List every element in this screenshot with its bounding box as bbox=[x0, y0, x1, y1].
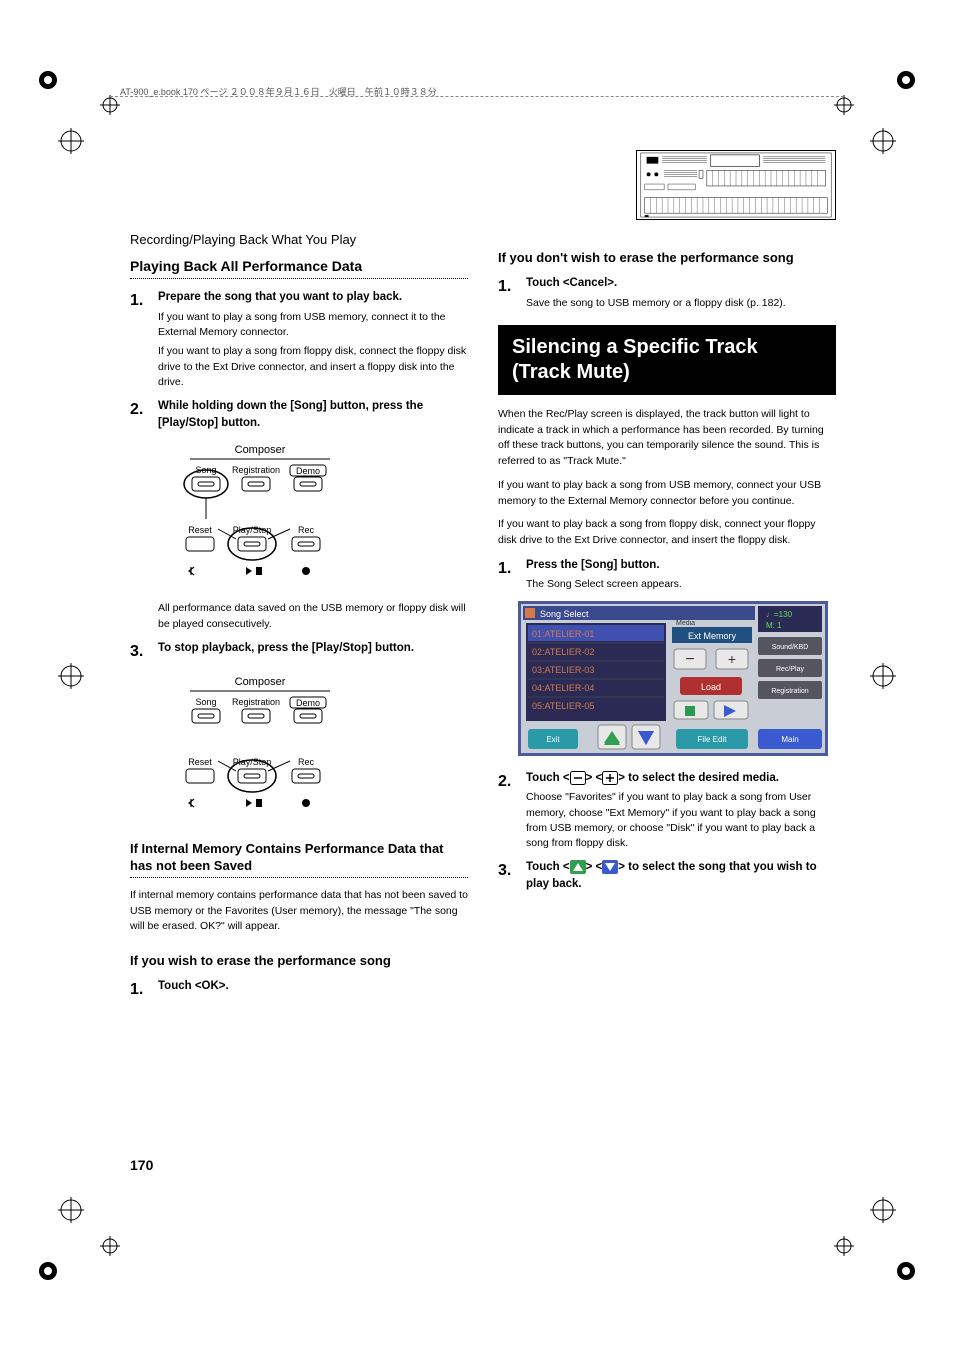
svg-text:Reset: Reset bbox=[188, 757, 212, 767]
composer-diagram-2: Composer Song Registration Demo Reset Pl… bbox=[170, 673, 468, 823]
crosshair-icon bbox=[834, 95, 854, 115]
step-number: 1. bbox=[498, 557, 526, 593]
svg-text:Composer: Composer bbox=[235, 676, 286, 688]
reg-mark-icon bbox=[38, 1261, 58, 1281]
svg-text:Song: Song bbox=[195, 697, 216, 707]
svg-text:02:ATELIER-02: 02:ATELIER-02 bbox=[532, 647, 594, 657]
reg-mark-icon bbox=[38, 70, 58, 90]
step-title: While holding down the [Song] button, pr… bbox=[158, 398, 468, 431]
svg-text:01:ATELIER-01: 01:ATELIER-01 bbox=[532, 629, 594, 639]
crosshair-icon bbox=[100, 1236, 120, 1256]
noerase-step-1: 1. Touch <Cancel>. Save the song to USB … bbox=[498, 275, 836, 311]
step-title: Prepare the song that you want to play b… bbox=[158, 289, 468, 306]
svg-text:Demo: Demo bbox=[296, 698, 320, 708]
silencing-text-2: If you want to play back a song from USB… bbox=[498, 478, 836, 510]
step-title: Touch <> <> to select the song that you … bbox=[526, 859, 836, 892]
svg-text:Song Select: Song Select bbox=[540, 609, 589, 619]
svg-text:Rec/Play: Rec/Play bbox=[776, 666, 805, 673]
crosshair-icon bbox=[834, 1236, 854, 1256]
heading-internal-memory: If Internal Memory Contains Performance … bbox=[130, 841, 468, 875]
step-number: 3. bbox=[498, 859, 526, 892]
svg-text:+: + bbox=[728, 651, 736, 667]
svg-text:M: 1: M: 1 bbox=[766, 621, 782, 630]
composer-label: Composer bbox=[235, 444, 286, 456]
crosshair-icon bbox=[58, 128, 84, 154]
step-text: If you want to play a song from floppy d… bbox=[158, 344, 468, 390]
right-column: If you don't wish to erase the performan… bbox=[498, 250, 836, 1181]
svg-text:Reset: Reset bbox=[188, 525, 212, 535]
svg-text:Ext Memory: Ext Memory bbox=[688, 631, 737, 641]
reg-mark-icon bbox=[896, 1261, 916, 1281]
step-number: 1. bbox=[130, 978, 158, 1001]
svg-text:Main: Main bbox=[781, 735, 798, 744]
reg-mark-icon bbox=[896, 70, 916, 90]
svg-text:Registration: Registration bbox=[771, 688, 808, 695]
step-title: Touch <> <> to select the desired media. bbox=[526, 770, 836, 787]
heading-no-erase: If you don't wish to erase the performan… bbox=[498, 250, 836, 267]
crosshair-icon bbox=[58, 1197, 84, 1223]
crosshair-icon bbox=[58, 663, 84, 689]
crosshair-icon bbox=[870, 663, 896, 689]
svg-text:−: − bbox=[685, 651, 694, 668]
svg-text:04:ATELIER-04: 04:ATELIER-04 bbox=[532, 683, 594, 693]
print-header: AT-900_e.book 170 ページ ２００８年９月１６日 火曜日 午前１… bbox=[110, 96, 844, 97]
silencing-text-1: When the Rec/Play screen is displayed, t… bbox=[498, 407, 836, 470]
step-text: The Song Select screen appears. bbox=[526, 577, 836, 592]
svg-text:Demo: Demo bbox=[296, 466, 320, 476]
step-2: 2. While holding down the [Song] button,… bbox=[130, 398, 468, 431]
erase-step-1: 1. Touch <OK>. bbox=[130, 978, 468, 1001]
step-3: 3. To stop playback, press the [Play/Sto… bbox=[130, 640, 468, 663]
svg-text:Rec: Rec bbox=[298, 757, 315, 767]
heading-erase: If you wish to erase the performance son… bbox=[130, 953, 468, 970]
step-title: To stop playback, press the [Play/Stop] … bbox=[158, 640, 468, 657]
svg-text:Registration: Registration bbox=[232, 697, 280, 707]
step-title: Press the [Song] button. bbox=[526, 557, 836, 574]
svg-text:05:ATELIER-05: 05:ATELIER-05 bbox=[532, 701, 594, 711]
minus-icon bbox=[570, 771, 586, 785]
crosshair-icon bbox=[870, 1197, 896, 1223]
page-number: 170 bbox=[130, 1157, 153, 1173]
song-select-screenshot: Song Select ♩=130 M: 1 01:ATELIER-01 02:… bbox=[518, 601, 836, 762]
svg-text:Rec: Rec bbox=[298, 525, 315, 535]
right-step-3: 3. Touch <> <> to select the song that y… bbox=[498, 859, 836, 892]
section-header: Recording/Playing Back What You Play bbox=[130, 232, 356, 247]
step-after-text: All performance data saved on the USB me… bbox=[158, 601, 468, 631]
crosshair-icon bbox=[870, 128, 896, 154]
silencing-text-3: If you want to play back a song from flo… bbox=[498, 517, 836, 549]
left-column: Playing Back All Performance Data 1. Pre… bbox=[130, 250, 468, 1181]
svg-text:Sound/KBD: Sound/KBD bbox=[772, 644, 809, 651]
svg-text:Load: Load bbox=[701, 682, 721, 692]
svg-text:Registration: Registration bbox=[232, 465, 280, 475]
step-number: 2. bbox=[130, 398, 158, 431]
svg-text:File Edit: File Edit bbox=[698, 735, 728, 744]
svg-text:♩=130: ♩=130 bbox=[766, 610, 793, 619]
print-header-text: AT-900_e.book 170 ページ ２００８年９月１６日 火曜日 午前１… bbox=[120, 85, 437, 98]
heading-silencing: Silencing a Specific Track (Track Mute) bbox=[498, 325, 836, 395]
svg-text:03:ATELIER-03: 03:ATELIER-03 bbox=[532, 665, 594, 675]
step-title: Touch <OK>. bbox=[158, 978, 468, 995]
internal-memory-text: If internal memory contains performance … bbox=[130, 888, 468, 935]
step-number: 1. bbox=[498, 275, 526, 311]
step-text: If you want to play a song from USB memo… bbox=[158, 310, 468, 340]
step-number: 1. bbox=[130, 289, 158, 390]
divider bbox=[130, 877, 468, 878]
step-title: Touch <Cancel>. bbox=[526, 275, 836, 292]
plus-icon bbox=[602, 771, 618, 785]
step-1: 1. Prepare the song that you want to pla… bbox=[130, 289, 468, 390]
keyboard-diagram bbox=[636, 150, 836, 220]
step-text: Save the song to USB memory or a floppy … bbox=[526, 296, 836, 311]
svg-text:Exit: Exit bbox=[546, 735, 560, 744]
crosshair-icon bbox=[100, 95, 120, 115]
right-step-1: 1. Press the [Song] button. The Song Sel… bbox=[498, 557, 836, 593]
step-text: Choose "Favorites" if you want to play b… bbox=[526, 790, 836, 851]
step-number: 2. bbox=[498, 770, 526, 852]
step-number: 3. bbox=[130, 640, 158, 663]
right-step-2: 2. Touch <> <> to select the desired med… bbox=[498, 770, 836, 852]
up-arrow-icon bbox=[570, 860, 586, 874]
divider bbox=[130, 278, 468, 279]
composer-diagram-1: Composer Song Registration Demo Reset Pl… bbox=[170, 441, 468, 591]
svg-text:Media: Media bbox=[676, 620, 695, 627]
down-arrow-icon bbox=[602, 860, 618, 874]
heading-playback-all: Playing Back All Performance Data bbox=[130, 256, 468, 276]
